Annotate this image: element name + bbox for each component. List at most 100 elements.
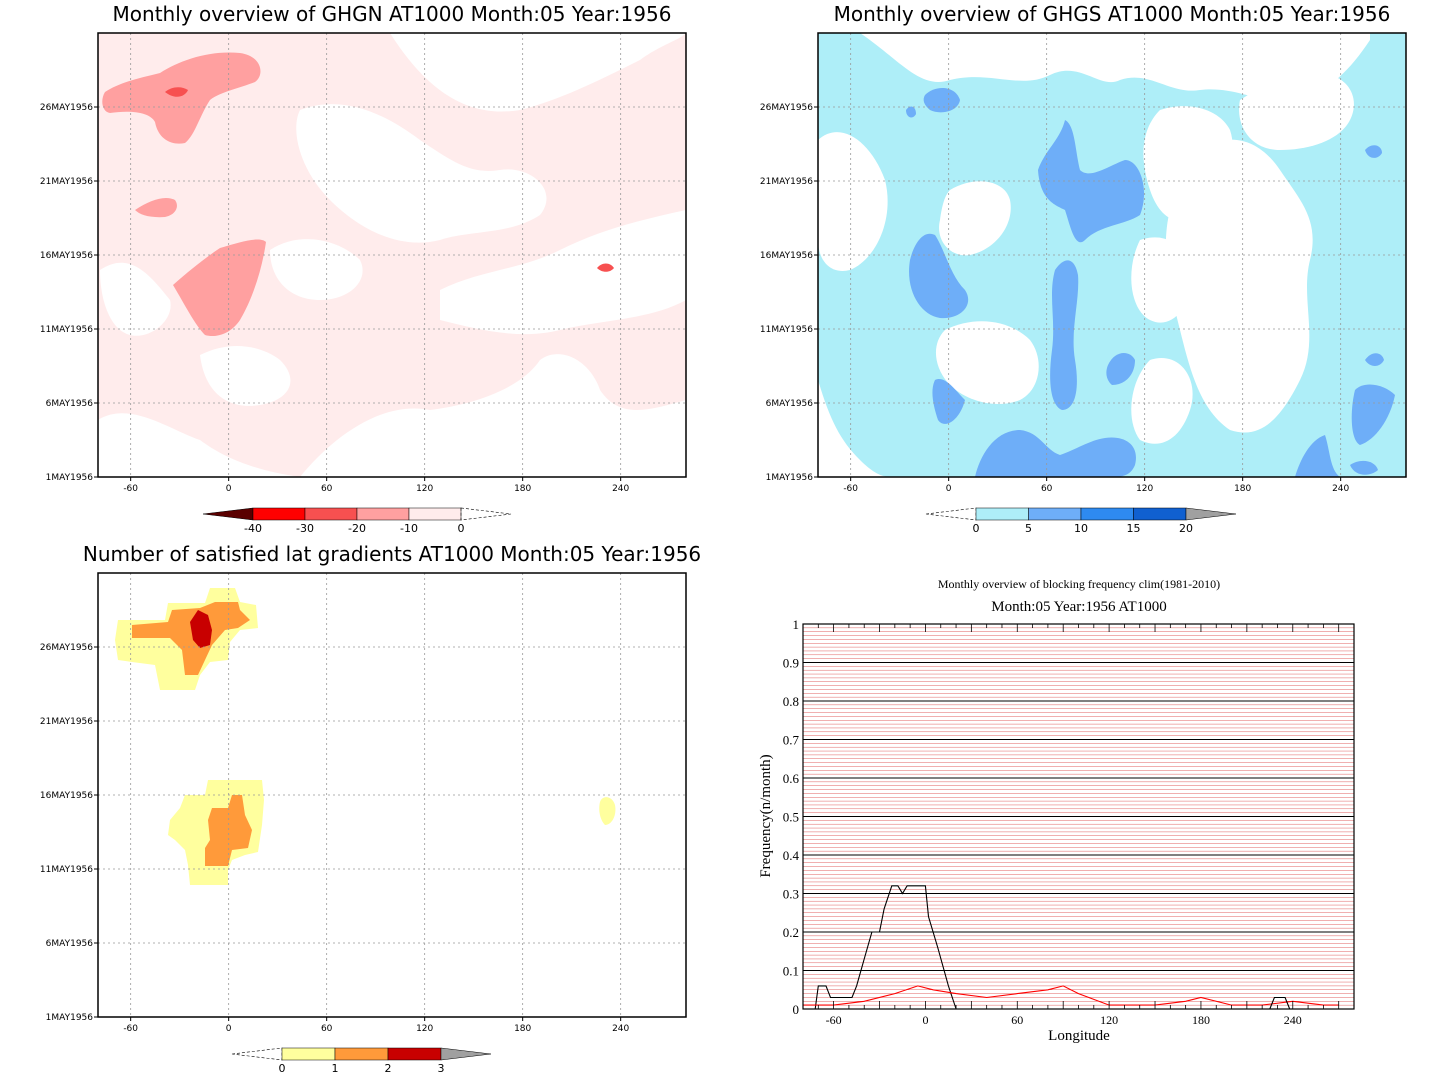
x-tick-label: 180 bbox=[514, 1024, 531, 1034]
x-tick-label: 180 bbox=[1192, 1013, 1210, 1027]
ghgn-colorbar: -40 -30 -20 -10 0 bbox=[202, 507, 512, 535]
colorbar-arrow bbox=[440, 1047, 492, 1061]
x-tick-label: 180 bbox=[1234, 484, 1251, 494]
colorbar-swatch bbox=[387, 1047, 442, 1061]
y-tick-label: 0.9 bbox=[783, 656, 799, 671]
ghgn-title: Monthly overview of GHGN AT1000 Month:05… bbox=[113, 2, 672, 26]
colorbar-swatch bbox=[1028, 507, 1082, 521]
colorbar-label: 0 bbox=[973, 522, 980, 535]
y-tick-label: 0.6 bbox=[783, 771, 800, 786]
colorbar-label: -10 bbox=[400, 522, 418, 535]
ghgs-title: Monthly overview of GHGS AT1000 Month:05… bbox=[834, 2, 1391, 26]
y-tick-label: 16MAY1956 bbox=[40, 251, 93, 261]
y-tick-label: 21MAY1956 bbox=[760, 177, 813, 187]
gradients-low-region bbox=[599, 797, 616, 825]
colorbar-swatch bbox=[1080, 507, 1134, 521]
colorbar-label: 20 bbox=[1179, 522, 1193, 535]
x-tick-label: -60 bbox=[843, 484, 858, 494]
y-tick-label: 16MAY1956 bbox=[40, 791, 93, 801]
gradients-gridlines bbox=[98, 573, 686, 1017]
y-tick-label: 0 bbox=[793, 1002, 800, 1017]
y-tick-label: 1 bbox=[793, 617, 800, 632]
x-tick-label: 240 bbox=[1284, 1013, 1302, 1027]
ghgs-white-region bbox=[1143, 106, 1233, 221]
x-tick-label: 60 bbox=[1041, 484, 1053, 494]
ghgs-axes: -60 0 60 120 180 240 1MAY1956 6MAY1956 11MAY1956… bbox=[760, 103, 1350, 494]
ghgs-moderate-region bbox=[1038, 120, 1145, 243]
colorbar-label: 3 bbox=[438, 1062, 445, 1075]
x-tick-label: 240 bbox=[1332, 484, 1349, 494]
ghgn-axes: -60 0 60 120 180 240 1MAY1956 6MAY1956 11MAY1956… bbox=[40, 103, 630, 494]
y-tick-label: 26MAY1956 bbox=[40, 643, 93, 653]
gradients-title: Number of satisfied lat gradients AT1000… bbox=[83, 542, 701, 566]
colorbar-label: 1 bbox=[332, 1062, 339, 1075]
x-tick-label: 120 bbox=[1136, 484, 1153, 494]
ghgs-moderate-region bbox=[1350, 460, 1378, 475]
gradients-panel: Number of satisfied lat gradients AT1000… bbox=[40, 542, 701, 1075]
frequency-y-label: Frequency(n/month) bbox=[758, 754, 774, 877]
frequency-x-label: Longitude bbox=[1048, 1028, 1110, 1044]
x-tick-label: 0 bbox=[226, 1024, 232, 1034]
y-tick-label: 0.7 bbox=[783, 733, 800, 748]
x-tick-label: -60 bbox=[826, 1013, 842, 1027]
y-tick-label: 11MAY1956 bbox=[40, 865, 93, 875]
y-tick-label: 26MAY1956 bbox=[760, 103, 813, 113]
gradients-axes: -60 0 60 120 180 240 1MAY1956 6MAY1956 11MAY1956… bbox=[40, 643, 630, 1034]
ghgn-white-region bbox=[270, 239, 363, 300]
colorbar-label: -40 bbox=[244, 522, 262, 535]
colorbar-label: 15 bbox=[1127, 522, 1141, 535]
x-tick-label: 60 bbox=[1011, 1013, 1023, 1027]
colorbar-arrow bbox=[231, 1047, 283, 1061]
ghgn-white-region bbox=[100, 262, 171, 336]
frequency-series bbox=[803, 885, 1354, 1010]
x-tick-label: 120 bbox=[416, 1024, 433, 1034]
colorbar-swatch bbox=[334, 1047, 389, 1061]
y-tick-label: 1MAY1956 bbox=[46, 1013, 94, 1023]
y-tick-label: 11MAY1956 bbox=[760, 325, 813, 335]
y-tick-label: 6MAY1956 bbox=[46, 399, 94, 409]
ghgs-moderate-region bbox=[1351, 384, 1395, 445]
ghgn-white-region bbox=[390, 33, 686, 112]
ghgs-moderate-region bbox=[975, 430, 1136, 477]
frequency-title: Monthly overview of blocking frequency c… bbox=[938, 577, 1220, 591]
colorbar-arrow bbox=[202, 507, 254, 521]
gradients-mid-region bbox=[205, 795, 252, 866]
ghgn-gridlines bbox=[98, 33, 686, 477]
frequency-series-line bbox=[1269, 996, 1291, 1010]
ghgs-white-region bbox=[1239, 73, 1354, 150]
ghgn-white-region bbox=[98, 413, 300, 477]
y-tick-label: 1MAY1956 bbox=[766, 473, 814, 483]
ghgn-negative-region bbox=[173, 239, 266, 337]
colorbar-label: -20 bbox=[348, 522, 366, 535]
x-tick-label: 120 bbox=[1100, 1013, 1118, 1027]
ghgs-moderate-region bbox=[1365, 145, 1382, 158]
ghgs-white-region bbox=[818, 132, 888, 271]
colorbar-swatch bbox=[281, 1047, 336, 1061]
gradients-field bbox=[98, 573, 686, 1017]
ghgs-moderate-region bbox=[1295, 435, 1340, 477]
y-tick-label: 26MAY1956 bbox=[40, 103, 93, 113]
y-tick-label: 21MAY1956 bbox=[40, 717, 93, 727]
colorbar-label: 5 bbox=[1025, 522, 1032, 535]
x-tick-label: 0 bbox=[946, 484, 952, 494]
colorbar-swatch bbox=[356, 507, 410, 521]
y-tick-label: 0.2 bbox=[783, 925, 799, 940]
ghgn-strong-negative-region bbox=[165, 87, 188, 97]
ghgn-white-region bbox=[440, 210, 686, 335]
colorbar-swatch bbox=[304, 507, 358, 521]
frequency-series-line bbox=[803, 985, 1339, 1006]
y-tick-label: 0.5 bbox=[783, 810, 799, 825]
x-tick-label: 120 bbox=[416, 484, 433, 494]
x-tick-label: 240 bbox=[612, 484, 629, 494]
y-tick-label: 0.4 bbox=[783, 848, 800, 863]
y-tick-label: 16MAY1956 bbox=[760, 251, 813, 261]
ghgs-panel: Monthly overview of GHGS AT1000 Month:05… bbox=[760, 2, 1407, 535]
ghgs-field bbox=[818, 33, 1406, 477]
x-tick-label: -60 bbox=[123, 1024, 138, 1034]
x-tick-label: 0 bbox=[922, 1013, 928, 1027]
colorbar-label: 0 bbox=[279, 1062, 286, 1075]
ghgn-panel: Monthly overview of GHGN AT1000 Month:05… bbox=[40, 2, 687, 535]
ghgs-white-region bbox=[1165, 139, 1313, 433]
ghgs-gridlines bbox=[818, 33, 1406, 477]
ghgs-white-region bbox=[818, 380, 890, 477]
